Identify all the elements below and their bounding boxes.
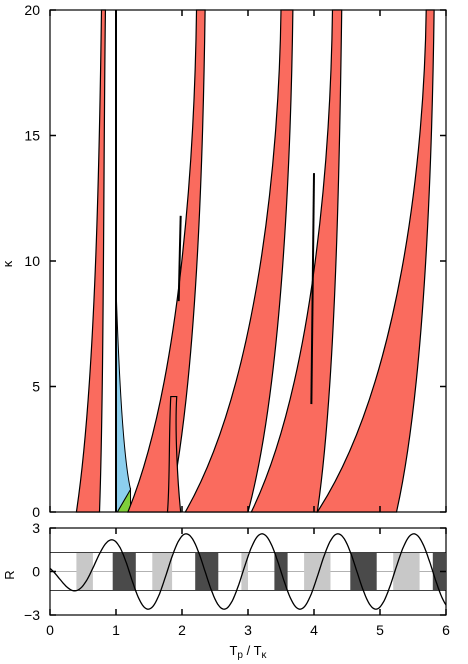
bottom-y-tick-label-2: 3 <box>32 520 40 536</box>
bottom-panel-plot <box>49 533 447 610</box>
instability-band-6 <box>316 9 435 513</box>
top-panel-plot <box>75 9 435 513</box>
instability-band-1 <box>75 9 107 513</box>
top-y-tick-label-0: 0 <box>32 504 40 520</box>
shade-bar-2 <box>112 552 136 591</box>
instability-band-2 <box>126 9 206 513</box>
dark-curve-2 <box>177 215 182 302</box>
shade-bar-9 <box>393 552 420 591</box>
x-tick-label-3: 3 <box>244 622 252 638</box>
shade-bar-3 <box>152 552 173 591</box>
top-y-axis-label: κ <box>0 260 15 267</box>
x-axis-label-sep: / T <box>243 643 262 658</box>
x-tick-label-4: 4 <box>310 622 318 638</box>
dark-curve-3 <box>310 173 315 405</box>
x-axis-label-sub-kappa: κ <box>262 650 268 661</box>
x-tick-label-5: 5 <box>376 622 384 638</box>
instability-band-5 <box>250 9 343 513</box>
shade-bar-8 <box>350 552 377 591</box>
x-tick-label-0: 0 <box>46 622 54 638</box>
instability-band-3 <box>166 395 182 513</box>
top-y-tick-label-10: 10 <box>24 253 40 269</box>
instability-band-4 <box>184 9 294 513</box>
shade-bar-4 <box>195 552 219 591</box>
bottom-y-tick-label-0: −3 <box>24 607 40 623</box>
top-y-tick-label-5: 5 <box>32 379 40 395</box>
top-y-tick-label-20: 20 <box>24 2 40 18</box>
shade-bar-5 <box>241 552 248 591</box>
oscillation-curve <box>49 533 447 610</box>
x-axis-label-sub-p: p <box>237 650 243 661</box>
x-tick-label-6: 6 <box>442 622 450 638</box>
top-y-tick-label-15: 15 <box>24 128 40 144</box>
shade-bar-1 <box>76 552 93 591</box>
shade-bar-7 <box>304 552 331 591</box>
bottom-y-axis-label: R <box>2 570 17 579</box>
bottom-y-tick-label-1: 0 <box>32 564 40 580</box>
x-axis-label-main: T <box>229 643 237 658</box>
x-axis-label: Tp / Tκ <box>229 643 267 661</box>
x-tick-label-1: 1 <box>112 622 120 638</box>
x-tick-label-2: 2 <box>178 622 186 638</box>
